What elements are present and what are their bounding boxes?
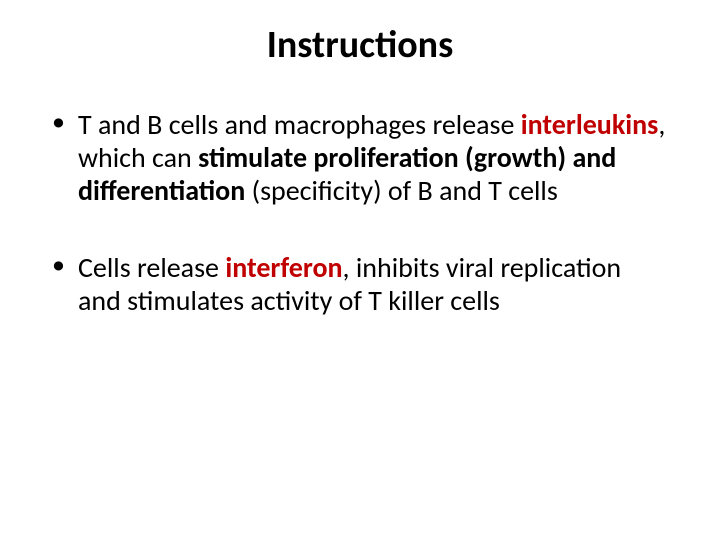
text-run: interleukins [521,107,659,142]
bullet-item: Cells release interferon, inhibits viral… [50,251,670,317]
text-run: T and B cells and macrophages release [78,107,521,142]
slide: Instructions T and B cells and macrophag… [0,0,720,540]
slide-title: Instructions [50,22,670,68]
bullet-item: T and B cells and macrophages release in… [50,108,670,207]
bullet-list: T and B cells and macrophages release in… [50,108,670,317]
text-run: interferon [225,250,342,285]
text-run: (specificity) of B and T cells [252,173,558,208]
text-run: Cells release [78,250,225,285]
